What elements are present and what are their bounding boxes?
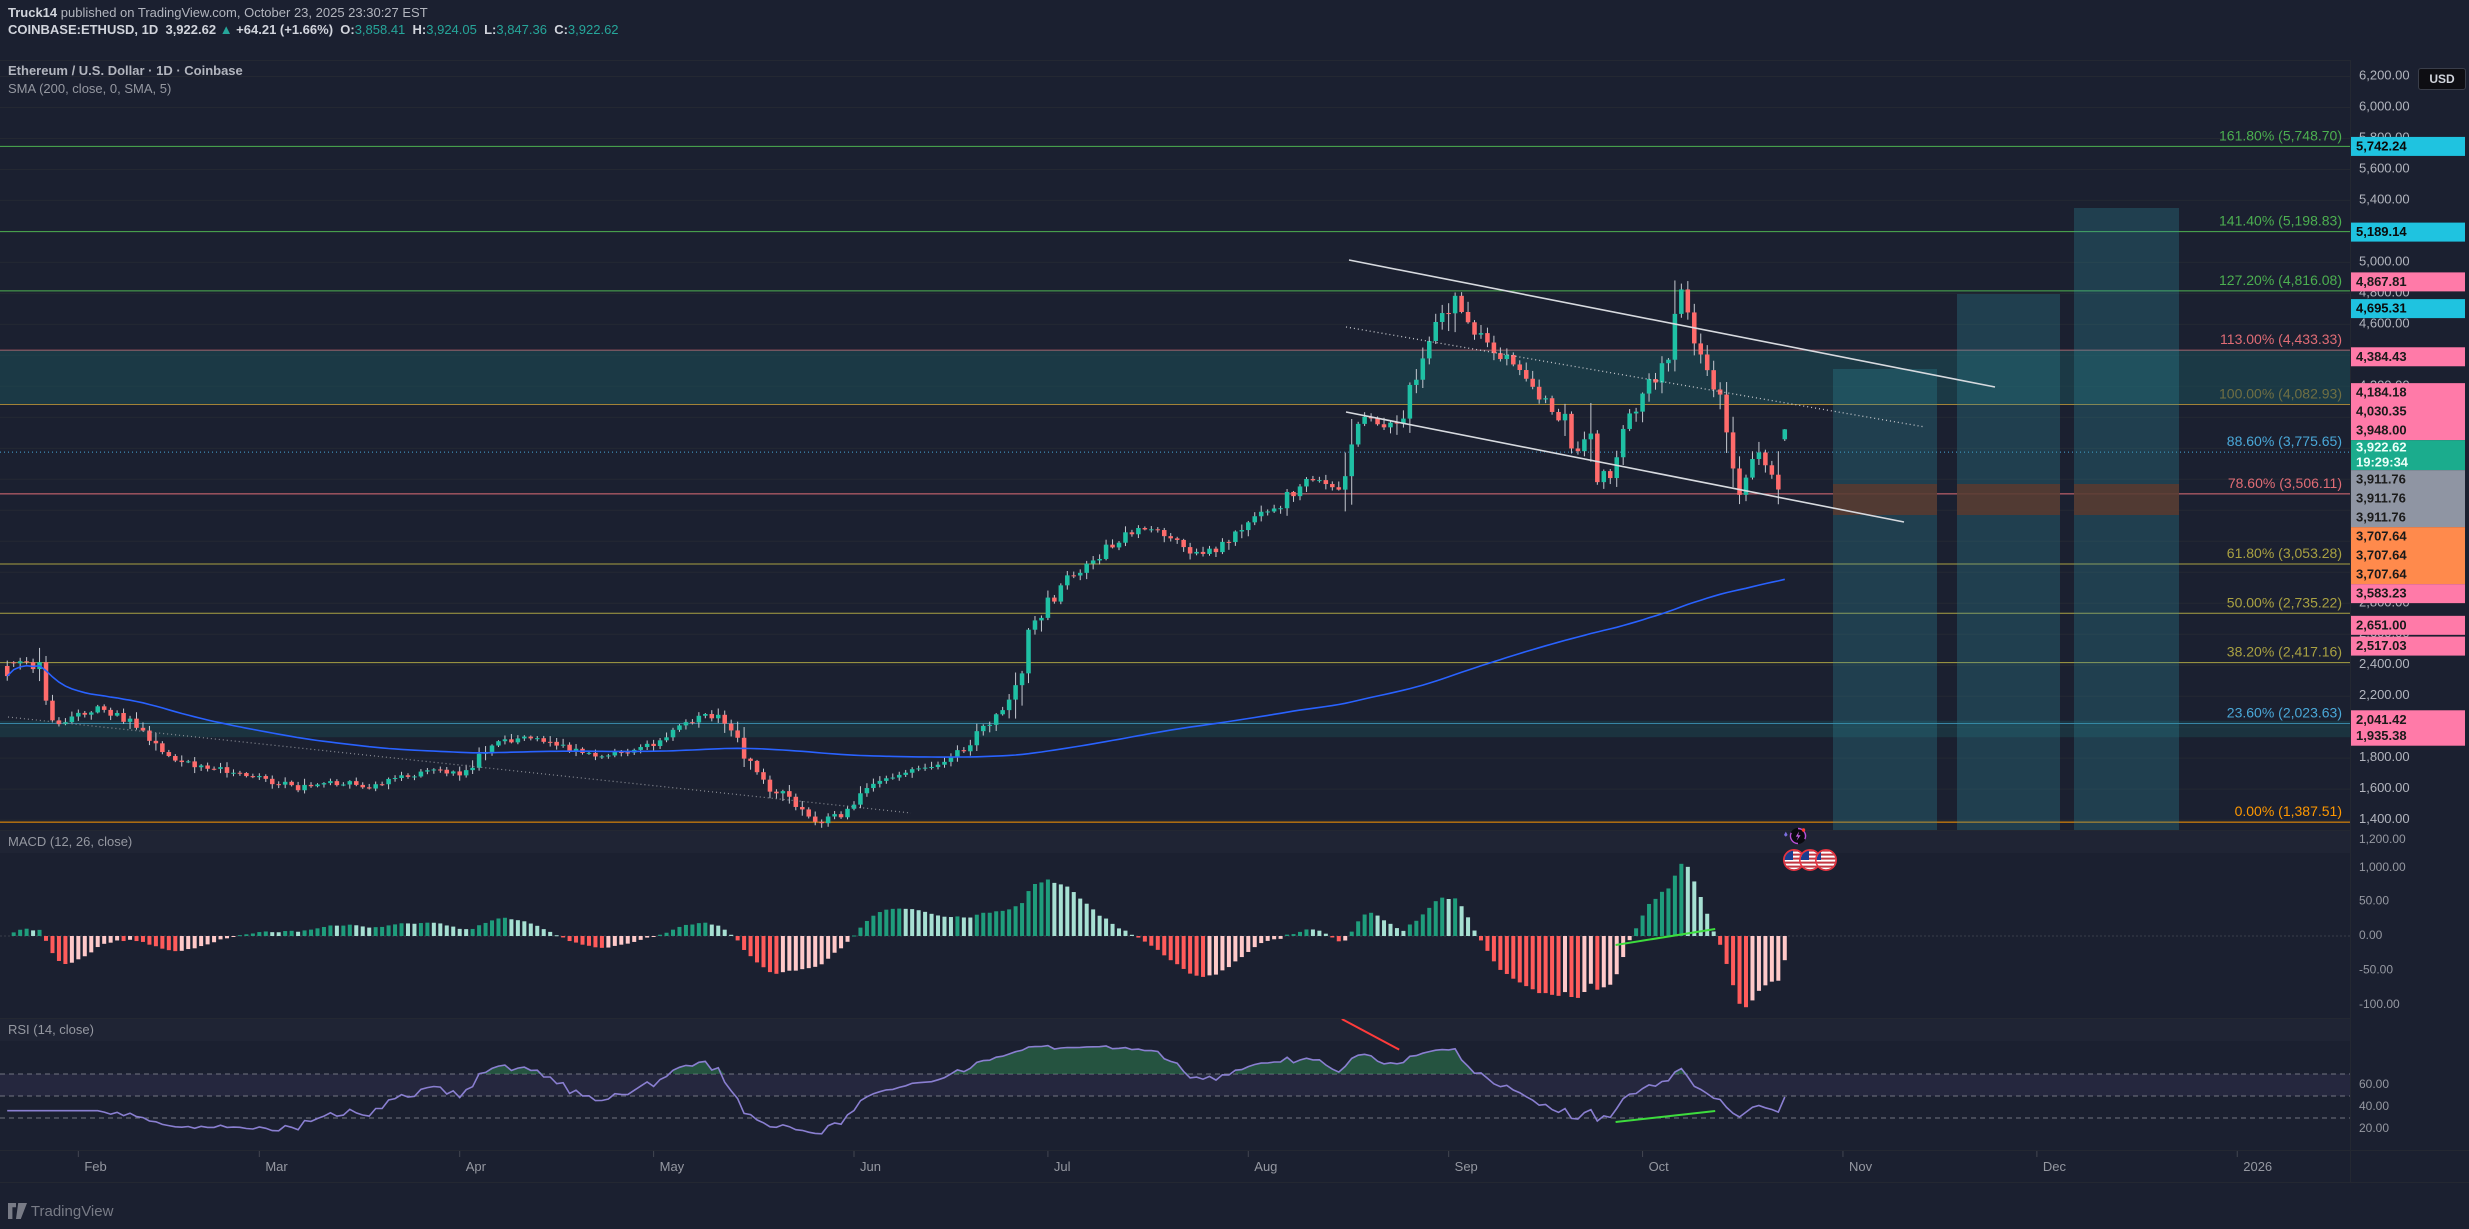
- svg-text:5,400.00: 5,400.00: [2359, 191, 2410, 206]
- svg-text:50.00: 50.00: [2359, 894, 2389, 908]
- svg-text:4,384.43: 4,384.43: [2356, 349, 2407, 364]
- svg-text:19:29:34: 19:29:34: [2356, 455, 2409, 470]
- svg-text:Jul: Jul: [1054, 1159, 1071, 1174]
- svg-text:Dec: Dec: [2043, 1159, 2067, 1174]
- svg-text:1,200.00: 1,200.00: [2359, 832, 2406, 846]
- svg-text:141.40% (5,198.83): 141.40% (5,198.83): [2219, 213, 2342, 229]
- svg-text:5,742.24: 5,742.24: [2356, 138, 2407, 153]
- svg-text:3,911.76: 3,911.76: [2356, 491, 2406, 506]
- svg-text:3,707.64: 3,707.64: [2356, 567, 2407, 582]
- svg-text:3,948.00: 3,948.00: [2356, 423, 2407, 438]
- svg-text:5,600.00: 5,600.00: [2359, 160, 2410, 175]
- svg-text:Sep: Sep: [1455, 1159, 1478, 1174]
- svg-text:20.00: 20.00: [2359, 1121, 2389, 1135]
- svg-text:Apr: Apr: [466, 1159, 487, 1174]
- svg-text:1,600.00: 1,600.00: [2359, 780, 2410, 795]
- svg-text:Feb: Feb: [84, 1159, 106, 1174]
- svg-text:4,695.31: 4,695.31: [2356, 301, 2407, 316]
- svg-text:3,911.76: 3,911.76: [2356, 472, 2406, 487]
- svg-text:0.00: 0.00: [2359, 928, 2383, 942]
- svg-text:38.20% (2,417.16): 38.20% (2,417.16): [2227, 644, 2342, 660]
- svg-text:6,200.00: 6,200.00: [2359, 67, 2410, 82]
- svg-text:127.20% (4,816.08): 127.20% (4,816.08): [2219, 272, 2342, 288]
- svg-text:2,400.00: 2,400.00: [2359, 656, 2410, 671]
- svg-text:3,707.64: 3,707.64: [2356, 529, 2407, 544]
- svg-text:2,651.00: 2,651.00: [2356, 617, 2407, 632]
- svg-text:4,030.35: 4,030.35: [2356, 404, 2407, 419]
- svg-text:1,935.38: 1,935.38: [2356, 728, 2407, 743]
- svg-text:Oct: Oct: [1649, 1159, 1670, 1174]
- svg-text:-50.00: -50.00: [2359, 962, 2393, 976]
- svg-text:23.60% (2,023.63): 23.60% (2,023.63): [2227, 705, 2342, 721]
- svg-text:2,517.03: 2,517.03: [2356, 638, 2407, 653]
- svg-text:2,041.42: 2,041.42: [2356, 712, 2407, 727]
- svg-text:1,000.00: 1,000.00: [2359, 860, 2406, 874]
- svg-text:Mar: Mar: [265, 1159, 288, 1174]
- svg-text:1,400.00: 1,400.00: [2359, 811, 2410, 826]
- svg-text:78.60% (3,506.11): 78.60% (3,506.11): [2228, 475, 2342, 491]
- svg-text:3,707.64: 3,707.64: [2356, 548, 2407, 563]
- svg-text:3,922.62: 3,922.62: [2356, 440, 2407, 455]
- svg-text:113.00% (4,433.33): 113.00% (4,433.33): [2220, 331, 2342, 347]
- svg-text:40.00: 40.00: [2359, 1099, 2389, 1113]
- svg-text:2,200.00: 2,200.00: [2359, 687, 2410, 702]
- svg-text:5,189.14: 5,189.14: [2356, 224, 2407, 239]
- svg-text:50.00% (2,735.22): 50.00% (2,735.22): [2227, 594, 2342, 610]
- svg-text:4,867.81: 4,867.81: [2356, 274, 2407, 289]
- svg-text:0.00% (1,387.51): 0.00% (1,387.51): [2235, 803, 2342, 819]
- svg-text:Aug: Aug: [1254, 1159, 1277, 1174]
- svg-text:60.00: 60.00: [2359, 1077, 2389, 1091]
- svg-text:3,583.23: 3,583.23: [2356, 586, 2407, 601]
- svg-text:61.80% (3,053.28): 61.80% (3,053.28): [2227, 545, 2342, 561]
- svg-text:May: May: [660, 1159, 685, 1174]
- svg-text:88.60% (3,775.65): 88.60% (3,775.65): [2227, 433, 2342, 449]
- svg-text:161.80% (5,748.70): 161.80% (5,748.70): [2219, 127, 2342, 143]
- svg-text:6,000.00: 6,000.00: [2359, 98, 2410, 113]
- svg-text:Jun: Jun: [860, 1159, 881, 1174]
- svg-text:3,911.76: 3,911.76: [2356, 510, 2406, 525]
- svg-text:4,184.18: 4,184.18: [2356, 385, 2407, 400]
- svg-text:-100.00: -100.00: [2359, 997, 2400, 1011]
- svg-text:Nov: Nov: [1849, 1159, 1873, 1174]
- svg-text:5,000.00: 5,000.00: [2359, 253, 2410, 268]
- svg-text:2026: 2026: [2243, 1159, 2272, 1174]
- svg-text:1,800.00: 1,800.00: [2359, 749, 2410, 764]
